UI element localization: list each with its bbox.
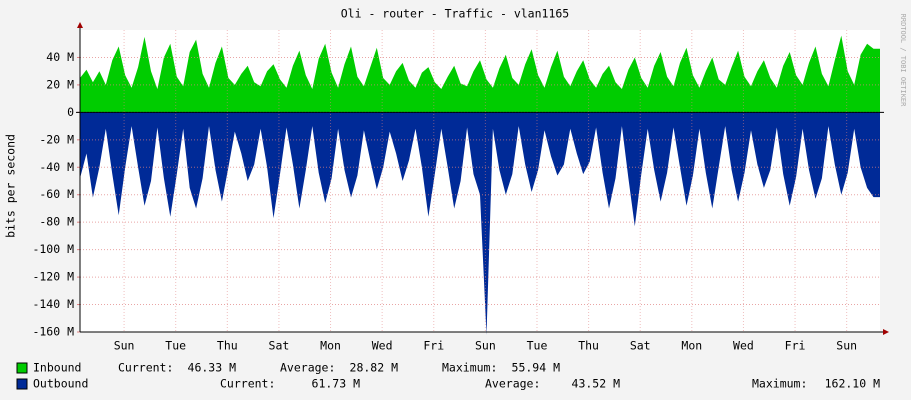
x-tick-label: Fri [423, 339, 444, 353]
legend-stat-label: Current: [220, 377, 275, 391]
legend-stat-label: Average: [485, 377, 540, 391]
legend-label: Inbound [33, 361, 81, 375]
x-tick-label: Sat [630, 339, 651, 353]
legend-stat-label: Maximum: [752, 377, 807, 391]
chart-title: Oli - router - Traffic - vlan1165 [341, 7, 569, 21]
x-tick-label: Mon [320, 339, 341, 353]
x-tick-label: Tue [165, 339, 186, 353]
x-tick-label: Tue [527, 339, 548, 353]
x-tick-label: Wed [372, 339, 393, 353]
legend-stat-value: 43.52 M [572, 377, 621, 391]
legend-stat-label: Maximum: [442, 361, 497, 375]
legend-label: Outbound [33, 377, 88, 391]
watermark: RRDTOOL / TOBI OETIKER [899, 14, 907, 108]
y-tick-label: -140 M [32, 297, 74, 311]
y-axis-arrow [77, 22, 83, 28]
y-tick-label: -80 M [39, 215, 74, 229]
legend-stat-value: 28.82 M [350, 361, 399, 375]
legend-swatch [16, 378, 28, 390]
y-axis-label: bits per second [4, 134, 18, 238]
x-tick-label: Sun [836, 339, 857, 353]
legend-stat-value: 55.94 M [512, 361, 561, 375]
legend-stat-value: 162.10 M [825, 377, 880, 391]
y-tick-label: 20 M [46, 77, 74, 91]
y-tick-label: -160 M [32, 325, 74, 339]
legend-stat-label: Current: [118, 361, 173, 375]
x-tick-label: Sat [269, 339, 290, 353]
y-tick-label: -120 M [32, 270, 74, 284]
y-tick-label: -40 M [39, 160, 74, 174]
y-tick-label: 40 M [46, 50, 74, 64]
x-tick-label: Mon [681, 339, 702, 353]
legend-stat-label: Average: [280, 361, 335, 375]
series-area [80, 35, 880, 113]
x-axis-arrow [883, 329, 889, 335]
y-tick-label: -100 M [32, 242, 74, 256]
y-tick-label: -20 M [39, 132, 74, 146]
y-tick-label: -60 M [39, 187, 74, 201]
x-tick-label: Thu [578, 339, 599, 353]
legend-swatch [16, 362, 28, 374]
legend-stat-value: 61.73 M [312, 377, 361, 391]
x-tick-label: Thu [217, 339, 238, 353]
legend-stat-value: 46.33 M [188, 361, 237, 375]
x-tick-label: Fri [785, 339, 806, 353]
y-tick-label: 0 [67, 105, 74, 119]
series-area [80, 112, 880, 335]
x-tick-label: Sun [114, 339, 135, 353]
x-tick-label: Sun [475, 339, 496, 353]
x-tick-label: Wed [733, 339, 754, 353]
